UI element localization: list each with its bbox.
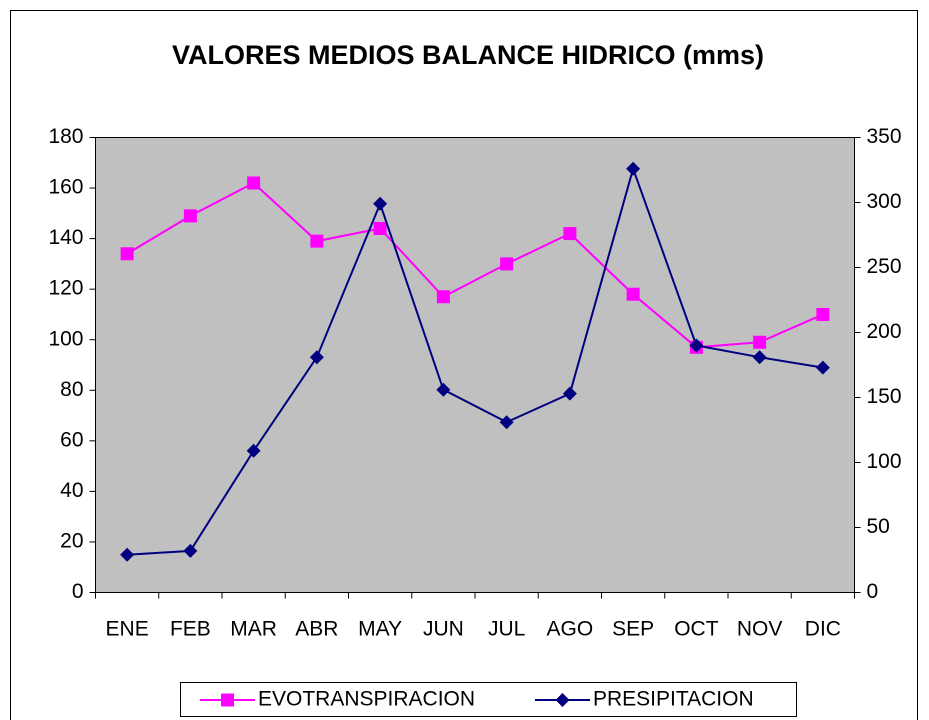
legend-marker bbox=[221, 693, 234, 707]
data-point bbox=[373, 222, 387, 235]
y-tick-label: 140 bbox=[48, 226, 83, 249]
data-point bbox=[500, 257, 514, 271]
data-point bbox=[499, 415, 514, 430]
data-point bbox=[246, 443, 261, 458]
data-point bbox=[120, 247, 134, 261]
x-tick-label: AGO bbox=[547, 618, 594, 641]
series-line bbox=[127, 165, 824, 556]
x-tick-label: DIC bbox=[805, 618, 841, 641]
data-point bbox=[689, 338, 704, 353]
y2-tick-label: 300 bbox=[867, 190, 902, 213]
data-point bbox=[310, 234, 324, 248]
data-point bbox=[183, 209, 197, 223]
data-point bbox=[752, 350, 767, 365]
y2-tick-label: 0 bbox=[867, 580, 879, 603]
data-point bbox=[309, 350, 324, 365]
data-point bbox=[436, 382, 451, 397]
legend-label: PRESIPITACION bbox=[593, 688, 754, 711]
y2-tick-label: 100 bbox=[867, 450, 902, 473]
x-tick-label: ABR bbox=[295, 618, 338, 641]
x-tick-label: OCT bbox=[674, 618, 719, 641]
data-point bbox=[247, 176, 261, 190]
y-tick-label: 160 bbox=[48, 176, 83, 199]
data-point bbox=[183, 543, 198, 558]
plot-area bbox=[95, 137, 855, 593]
data-point bbox=[753, 335, 767, 349]
x-tick-label: FEB bbox=[170, 618, 211, 641]
legend bbox=[180, 682, 797, 717]
y2-tick-label: 250 bbox=[867, 255, 902, 278]
y-tick-label: 80 bbox=[60, 378, 83, 401]
x-tick-label: JUN bbox=[423, 618, 464, 641]
data-point bbox=[436, 290, 450, 304]
legend-marker bbox=[555, 693, 570, 707]
y2-tick-label: 50 bbox=[867, 515, 890, 538]
data-point bbox=[816, 307, 830, 321]
data-point bbox=[120, 547, 135, 562]
y-tick-label: 100 bbox=[48, 327, 83, 350]
data-point bbox=[626, 161, 641, 176]
data-point bbox=[563, 227, 577, 241]
x-tick-label: ENE bbox=[106, 618, 149, 641]
x-tick-label: MAY bbox=[358, 618, 402, 641]
y-tick-label: 0 bbox=[72, 580, 84, 603]
y-tick-label: 20 bbox=[60, 529, 83, 552]
chart-title: VALORES MEDIOS BALANCE HIDRICO (mms) bbox=[172, 40, 764, 70]
data-point bbox=[562, 386, 577, 401]
y2-tick-label: 150 bbox=[867, 385, 902, 408]
x-tick-label: NOV bbox=[737, 618, 783, 641]
y-tick-label: 40 bbox=[60, 479, 83, 502]
y2-tick-label: 200 bbox=[867, 320, 902, 343]
x-tick-label: MAR bbox=[230, 618, 277, 641]
x-tick-label: JUL bbox=[488, 618, 525, 641]
x-tick-label: SEP bbox=[612, 618, 654, 641]
y-tick-label: 60 bbox=[60, 428, 83, 451]
y2-tick-label: 350 bbox=[867, 125, 902, 148]
data-point bbox=[815, 360, 830, 375]
data-point bbox=[373, 196, 388, 211]
legend-label: EVOTRANSPIRACION bbox=[258, 688, 475, 711]
y-tick-label: 120 bbox=[48, 277, 83, 300]
data-point bbox=[626, 287, 640, 301]
y-tick-label: 180 bbox=[48, 125, 83, 148]
